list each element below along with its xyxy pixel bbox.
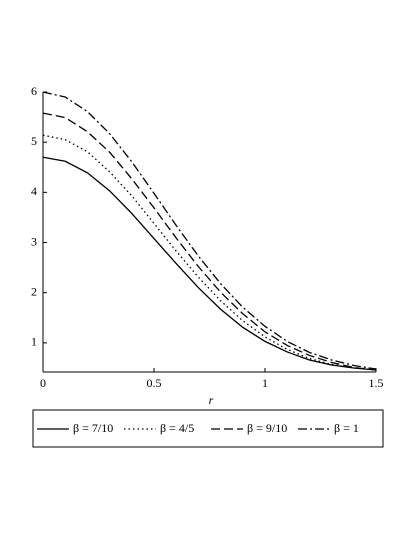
legend-label: β = 4/5 [160,421,194,435]
line-series [42,112,377,371]
y-tick-label: 6 [31,84,37,98]
y-tick-label: 3 [31,234,37,248]
line-series [42,91,377,370]
x-tick-label: 0.5 [147,376,162,390]
y-tick-label: 4 [31,184,37,198]
x-tick-label: 0 [40,376,46,390]
x-tick-label: 1 [262,376,268,390]
legend-label: β = 1 [334,421,359,435]
legend-box [32,409,384,448]
line-series [42,134,377,371]
line-series [42,156,377,371]
x-axis-label: r [209,393,214,407]
legend-label: β = 9/10 [247,421,287,435]
y-tick-label: 2 [31,284,37,298]
legend-label: β = 7/10 [73,421,113,435]
x-tick-label: 1.5 [369,376,384,390]
y-tick-label: 5 [31,134,37,148]
y-tick-label: 1 [31,335,37,349]
